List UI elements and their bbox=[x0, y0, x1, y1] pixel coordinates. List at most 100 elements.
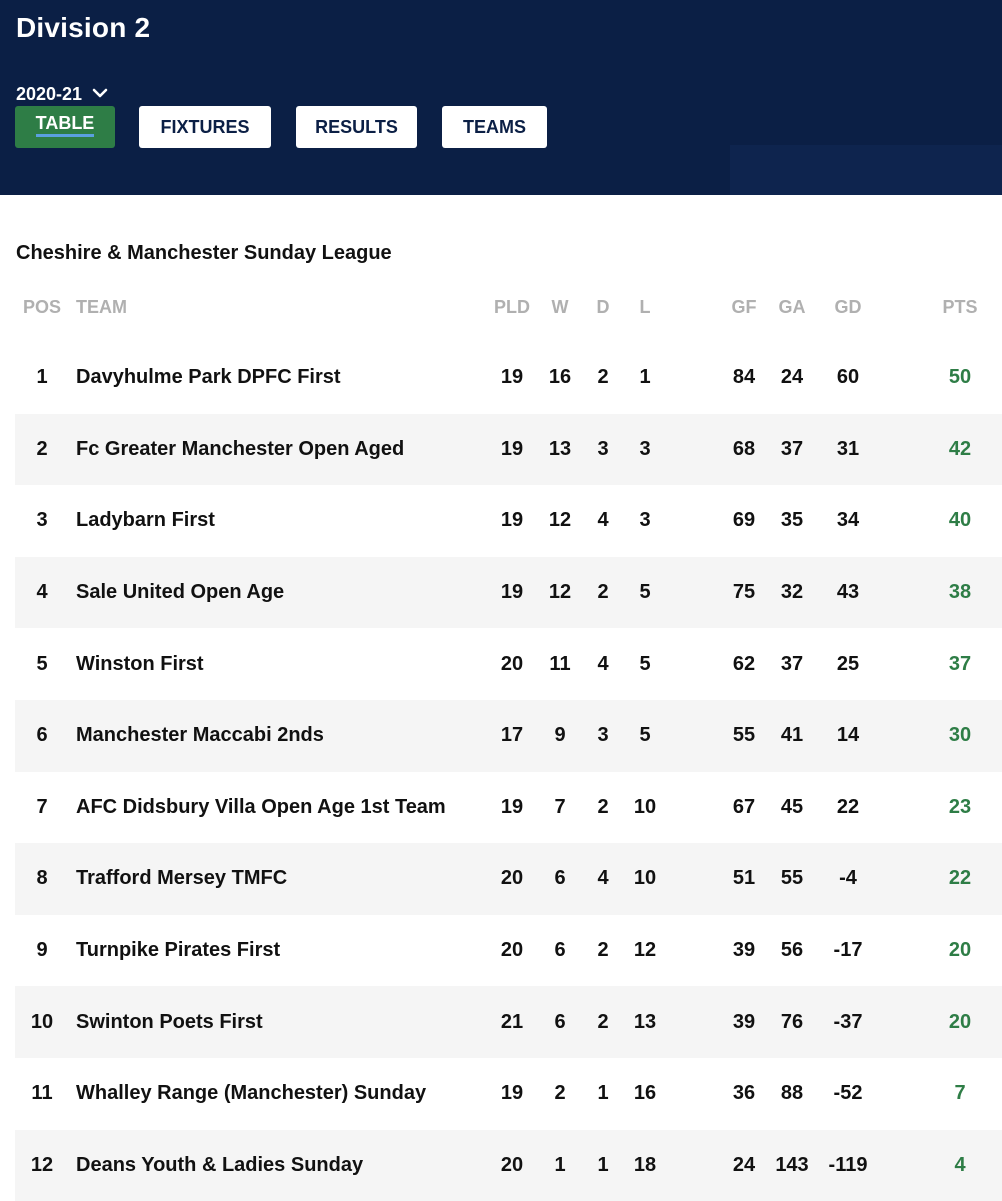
cell-gf: 62 bbox=[732, 652, 756, 675]
cell-pos: 8 bbox=[36, 867, 48, 890]
table-row[interactable]: 11 Whalley Range (Manchester) Sunday 19 … bbox=[15, 1058, 1002, 1130]
col-w-header: W bbox=[551, 296, 569, 317]
cell-pts: 20 bbox=[948, 939, 972, 962]
cell-team: Manchester Maccabi 2nds bbox=[76, 724, 324, 747]
cell-ga: 41 bbox=[780, 724, 804, 747]
cell-pts: 22 bbox=[948, 867, 972, 890]
cell-team: Trafford Mersey TMFC bbox=[76, 867, 288, 890]
cell-team: Ladybarn First bbox=[76, 509, 215, 532]
cell-gf: 84 bbox=[732, 366, 756, 389]
cell-gf: 36 bbox=[732, 1082, 756, 1105]
table-row[interactable]: 5 Winston First 20 11 4 5 62 37 25 37 bbox=[15, 628, 1002, 700]
cell-gd: 22 bbox=[836, 795, 860, 818]
cell-pld: 19 bbox=[500, 1082, 524, 1105]
cell-d: 2 bbox=[597, 939, 609, 962]
season-label: 2020-21 bbox=[16, 84, 83, 104]
table-row[interactable]: 1 Davyhulme Park DPFC First 19 16 2 1 84… bbox=[15, 342, 1002, 414]
col-d-header: D bbox=[596, 296, 610, 317]
cell-pts: 40 bbox=[948, 509, 972, 532]
table-row[interactable]: 4 Sale United Open Age 19 12 2 5 75 32 4… bbox=[15, 556, 1002, 629]
table-row[interactable]: 3 Ladybarn First 19 12 4 3 69 35 34 40 bbox=[15, 485, 1002, 557]
cell-team: Turnpike Pirates First bbox=[76, 939, 281, 962]
cell-pos: 12 bbox=[30, 1153, 54, 1176]
league-table: 1 Davyhulme Park DPFC First 19 16 2 1 84… bbox=[15, 342, 1002, 1201]
cell-gf: 67 bbox=[732, 795, 756, 818]
cell-pld: 20 bbox=[500, 939, 524, 962]
cell-team: Swinton Poets First bbox=[76, 1010, 263, 1033]
cell-pos: 1 bbox=[36, 366, 48, 389]
cell-l: 5 bbox=[639, 724, 651, 747]
cell-gf: 24 bbox=[732, 1153, 756, 1176]
tab-fixtures[interactable]: FIXTURES bbox=[139, 106, 271, 148]
cell-pld: 21 bbox=[500, 1010, 524, 1033]
cell-d: 3 bbox=[597, 724, 609, 747]
cell-pld: 19 bbox=[500, 795, 524, 818]
cell-ga: 35 bbox=[780, 509, 804, 532]
cell-l: 13 bbox=[633, 1010, 657, 1033]
cell-team: Whalley Range (Manchester) Sunday bbox=[76, 1082, 427, 1105]
cell-pld: 19 bbox=[500, 509, 524, 532]
cell-ga: 37 bbox=[780, 652, 804, 675]
cell-pos: 5 bbox=[36, 652, 48, 675]
cell-gd: -52 bbox=[833, 1082, 863, 1105]
cell-w: 2 bbox=[554, 1082, 566, 1105]
cell-pts: 23 bbox=[948, 795, 972, 818]
cell-d: 1 bbox=[597, 1153, 609, 1176]
tab-results[interactable]: RESULTS bbox=[296, 106, 417, 148]
cell-l: 16 bbox=[633, 1082, 657, 1105]
cell-l: 5 bbox=[639, 581, 651, 604]
table-row[interactable]: 9 Turnpike Pirates First 20 6 2 12 39 56… bbox=[15, 915, 1002, 987]
cell-pos: 2 bbox=[36, 437, 48, 460]
cell-ga: 55 bbox=[780, 867, 804, 890]
cell-pos: 6 bbox=[36, 724, 48, 747]
cell-gf: 55 bbox=[732, 724, 756, 747]
table-row[interactable]: 2 Fc Greater Manchester Open Aged 19 13 … bbox=[15, 413, 1002, 486]
cell-w: 9 bbox=[554, 724, 566, 747]
cell-pld: 19 bbox=[500, 366, 524, 389]
cell-ga: 56 bbox=[780, 939, 804, 962]
cell-ga: 32 bbox=[780, 581, 804, 604]
cell-w: 12 bbox=[548, 509, 572, 532]
chevron-down-icon bbox=[92, 88, 108, 97]
table-row[interactable]: 6 Manchester Maccabi 2nds 17 9 3 5 55 41… bbox=[15, 699, 1002, 772]
cell-l: 1 bbox=[639, 366, 651, 389]
cell-team: Deans Youth & Ladies Sunday bbox=[76, 1153, 364, 1176]
cell-pts: 7 bbox=[954, 1082, 966, 1105]
cell-l: 10 bbox=[633, 795, 657, 818]
cell-l: 3 bbox=[639, 509, 651, 532]
table-row[interactable]: 12 Deans Youth & Ladies Sunday 20 1 1 18… bbox=[15, 1129, 1002, 1201]
cell-pld: 17 bbox=[500, 724, 524, 747]
cell-w: 1 bbox=[554, 1153, 566, 1176]
season-selector[interactable]: 2020-21 bbox=[16, 84, 108, 105]
cell-d: 2 bbox=[597, 1010, 609, 1033]
cell-w: 7 bbox=[554, 795, 566, 818]
cell-team: Davyhulme Park DPFC First bbox=[76, 366, 341, 389]
cell-gf: 75 bbox=[732, 581, 756, 604]
league-name: Cheshire & Manchester Sunday League bbox=[16, 242, 392, 264]
tab-table[interactable]: TABLE bbox=[15, 106, 115, 148]
cell-pos: 11 bbox=[31, 1082, 53, 1105]
tab-teams[interactable]: TEAMS bbox=[442, 106, 547, 148]
cell-gd: 60 bbox=[836, 366, 860, 389]
col-pld-header: PLD bbox=[494, 296, 530, 317]
table-row[interactable]: 8 Trafford Mersey TMFC 20 6 4 10 51 55 -… bbox=[15, 843, 1002, 915]
table-row[interactable]: 10 Swinton Poets First 21 6 2 13 39 76 -… bbox=[15, 986, 1002, 1058]
cell-ga: 76 bbox=[780, 1010, 804, 1033]
col-team-header: TEAM bbox=[76, 296, 127, 317]
cell-gd: -17 bbox=[833, 939, 863, 962]
cell-gd: 25 bbox=[836, 652, 860, 675]
cell-pts: 50 bbox=[948, 366, 972, 389]
cell-pos: 7 bbox=[36, 795, 48, 818]
col-l-header: L bbox=[639, 296, 651, 317]
col-ga-header: GA bbox=[778, 296, 806, 317]
cell-gd: 43 bbox=[836, 581, 860, 604]
cell-d: 1 bbox=[597, 1082, 609, 1105]
cell-ga: 24 bbox=[780, 366, 804, 389]
cell-w: 11 bbox=[549, 652, 571, 675]
cell-w: 6 bbox=[554, 1010, 566, 1033]
cell-pos: 3 bbox=[36, 509, 48, 532]
cell-w: 6 bbox=[554, 867, 566, 890]
cell-pts: 20 bbox=[948, 1010, 972, 1033]
cell-pts: 30 bbox=[948, 724, 972, 747]
table-row[interactable]: 7 AFC Didsbury Villa Open Age 1st Team 1… bbox=[15, 772, 1002, 844]
